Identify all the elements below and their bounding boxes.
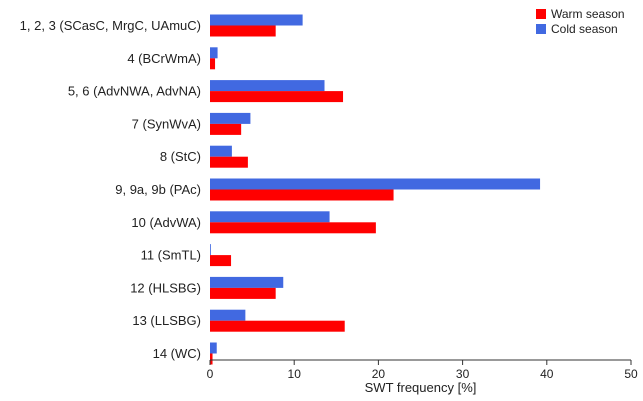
x-axis: 0 10 20 30 40 50 [207,359,638,381]
x-tick-label-0: 0 [207,367,214,381]
x-tick-label-20: 20 [372,367,386,381]
legend-warm-season-swatch [536,9,546,19]
bar-cold-season-5-6-advnwa-advna [210,80,325,92]
x-tick-label-50: 50 [624,367,638,381]
bar-cold-season-12-hlsbg [210,276,284,288]
category-label-9-9a-9b-pac: 9, 9a, 9b (PAc) [115,182,201,197]
category-label-11-smtl: 11 (SmTL) [141,248,201,263]
bar-cold-season-7-synwva [210,112,251,124]
category-label-14-wc: 14 (WC) [153,346,201,361]
bars-group [210,14,541,365]
bar-warm-season-4-bcrwma [210,58,216,70]
x-tick-label-30: 30 [456,367,470,381]
x-tick-label-40: 40 [540,367,554,381]
x-tick-label-10: 10 [288,367,302,381]
bar-warm-season-13-llsbg [210,320,345,332]
bar-warm-season-8-stc [210,156,248,168]
bar-cold-season-4-bcrwma [210,47,218,59]
bar-warm-season-11-smtl [210,255,232,267]
category-label-13-llsbg: 13 (LLSBG) [132,313,201,328]
legend-cold-season-swatch [536,24,546,34]
bar-cold-season-1-2-3-scasc-mrgc-uamuc [210,14,303,26]
category-label-7-synwva: 7 (SynWvA) [132,116,201,131]
bar-warm-season-9-9a-9b-pac [210,189,394,201]
legend-cold-season-label: Cold season [551,22,618,36]
legend: Warm season Cold season [536,7,625,36]
bar-warm-season-5-6-advnwa-advna [210,91,344,103]
bar-warm-season-10-advwa [210,222,376,234]
bar-warm-season-14-wc [210,353,213,365]
bar-warm-season-7-synwva [210,123,242,135]
category-label-8-stc: 8 (StC) [160,149,201,164]
bar-warm-season-1-2-3-scasc-mrgc-uamuc [210,25,276,37]
category-label-5-6-advnwa-advna: 5, 6 (AdvNWA, AdvNA) [68,84,201,99]
bar-cold-season-13-llsbg [210,309,246,321]
category-label-12-hlsbg: 12 (HLSBG) [130,280,201,295]
bar-cold-season-14-wc [210,342,217,354]
category-label-1-2-3-scasc-mrgc-uamuc: 1, 2, 3 (SCasC, MrgC, UAmuC) [20,18,201,33]
category-label-4-bcrwma: 4 (BCrWmA) [127,51,201,66]
bar-cold-season-9-9a-9b-pac [210,178,541,190]
bar-warm-season-12-hlsbg [210,287,276,299]
category-labels: 1, 2, 3 (SCasC, MrgC, UAmuC) 4 (BCrWmA) 5,… [20,18,201,361]
legend-warm-season-label: Warm season [551,7,625,21]
bar-cold-season-10-advwa [210,211,330,223]
bar-cold-season-11-smtl [210,244,211,256]
bar-cold-season-8-stc [210,145,232,157]
category-label-10-advwa: 10 (AdvWA) [131,215,201,230]
x-axis-title: SWT frequency [%] [365,380,477,395]
